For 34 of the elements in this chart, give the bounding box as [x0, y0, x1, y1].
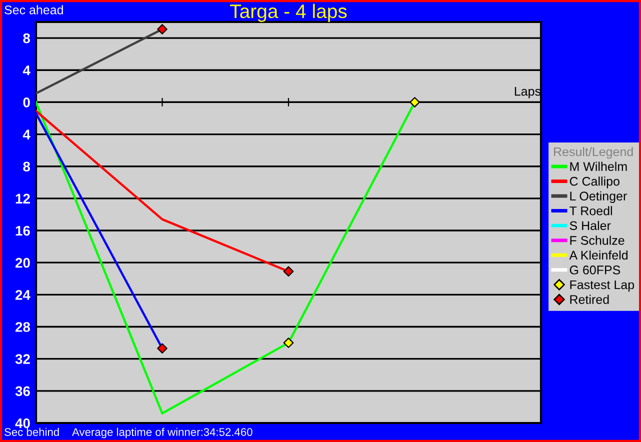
- y-tick-label: 0: [23, 98, 30, 108]
- y-tick-label: 16: [16, 226, 30, 236]
- y-tick-label: 32: [15, 354, 30, 364]
- legend-label: T Roedl: [570, 206, 612, 216]
- point: [283, 266, 294, 277]
- text: Sec behind: [4, 428, 59, 436]
- y-tick-label: 28: [15, 322, 30, 332]
- legend-title: Result/Legend: [554, 147, 633, 159]
- point: [157, 24, 168, 34]
- legend-label: Retired: [570, 294, 609, 304]
- legend-label: M Wilhelm: [570, 162, 627, 171]
- legend-label: Fastest Lap: [570, 280, 634, 292]
- y-tick-label: 8: [23, 33, 30, 44]
- legend-label: S Haler: [570, 220, 611, 230]
- y-tick-label: 36: [15, 386, 30, 396]
- chart-title: Targa - 4 laps: [230, 4, 347, 22]
- y-tick-label: 8: [23, 162, 30, 172]
- point: [283, 338, 294, 348]
- legend-label: G 60FPS: [570, 266, 620, 274]
- text: Average laptime of winner:34:52.460: [72, 428, 252, 438]
- y-tick-label: 12: [16, 194, 30, 204]
- y-tick-label: 24: [15, 290, 30, 300]
- y-tick-label: 4: [22, 130, 30, 140]
- legend-label: C Callipo: [570, 176, 620, 188]
- point: [157, 343, 168, 354]
- y-tick-label: 4: [22, 66, 30, 76]
- point: [410, 97, 420, 108]
- y-axis-title: Sec ahead: [4, 5, 63, 14]
- y-tick-label: 40: [15, 418, 30, 428]
- legend-label: L Oetinger: [570, 191, 627, 203]
- legend-label: A Kleinfeld: [569, 250, 628, 260]
- legend-label: F Schulze: [570, 236, 624, 245]
- x-axis-title: Laps: [514, 86, 541, 98]
- y-tick-label: 20: [15, 258, 30, 268]
